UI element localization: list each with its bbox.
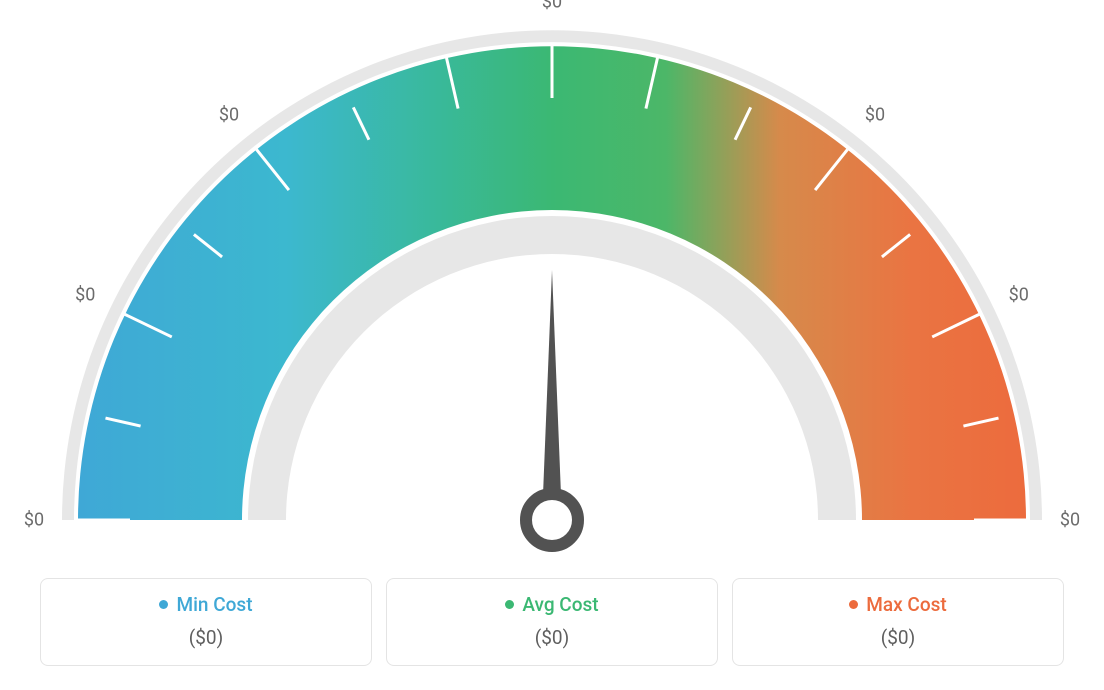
legend-value-avg: ($0) [397,626,707,649]
legend-title-max: Max Cost [849,593,946,616]
dot-icon [849,600,858,609]
gauge-scale-label: $0 [1060,510,1080,531]
legend-title-text: Max Cost [866,593,946,616]
legend-row: Min Cost ($0) Avg Cost ($0) Max Cost ($0… [40,578,1064,666]
gauge-scale-label: $0 [24,510,44,531]
gauge-scale-label: $0 [75,285,95,306]
legend-title-min: Min Cost [159,593,252,616]
legend-card-max: Max Cost ($0) [732,578,1064,666]
legend-card-min: Min Cost ($0) [40,578,372,666]
legend-value-min: ($0) [51,626,361,649]
legend-card-avg: Avg Cost ($0) [386,578,718,666]
gauge-scale-label: $0 [219,105,239,126]
dot-icon [505,600,514,609]
legend-title-avg: Avg Cost [505,593,598,616]
gauge-scale-label: $0 [865,105,885,126]
gauge-chart: $0 $0 $0 $0 $0 $0 $0 [0,0,1104,560]
legend-title-text: Min Cost [176,593,252,616]
gauge-scale-label: $0 [1009,285,1029,306]
dot-icon [159,600,168,609]
gauge-svg [0,0,1104,560]
gauge-scale-label: $0 [542,0,562,13]
legend-title-text: Avg Cost [522,593,598,616]
legend-value-max: ($0) [743,626,1053,649]
